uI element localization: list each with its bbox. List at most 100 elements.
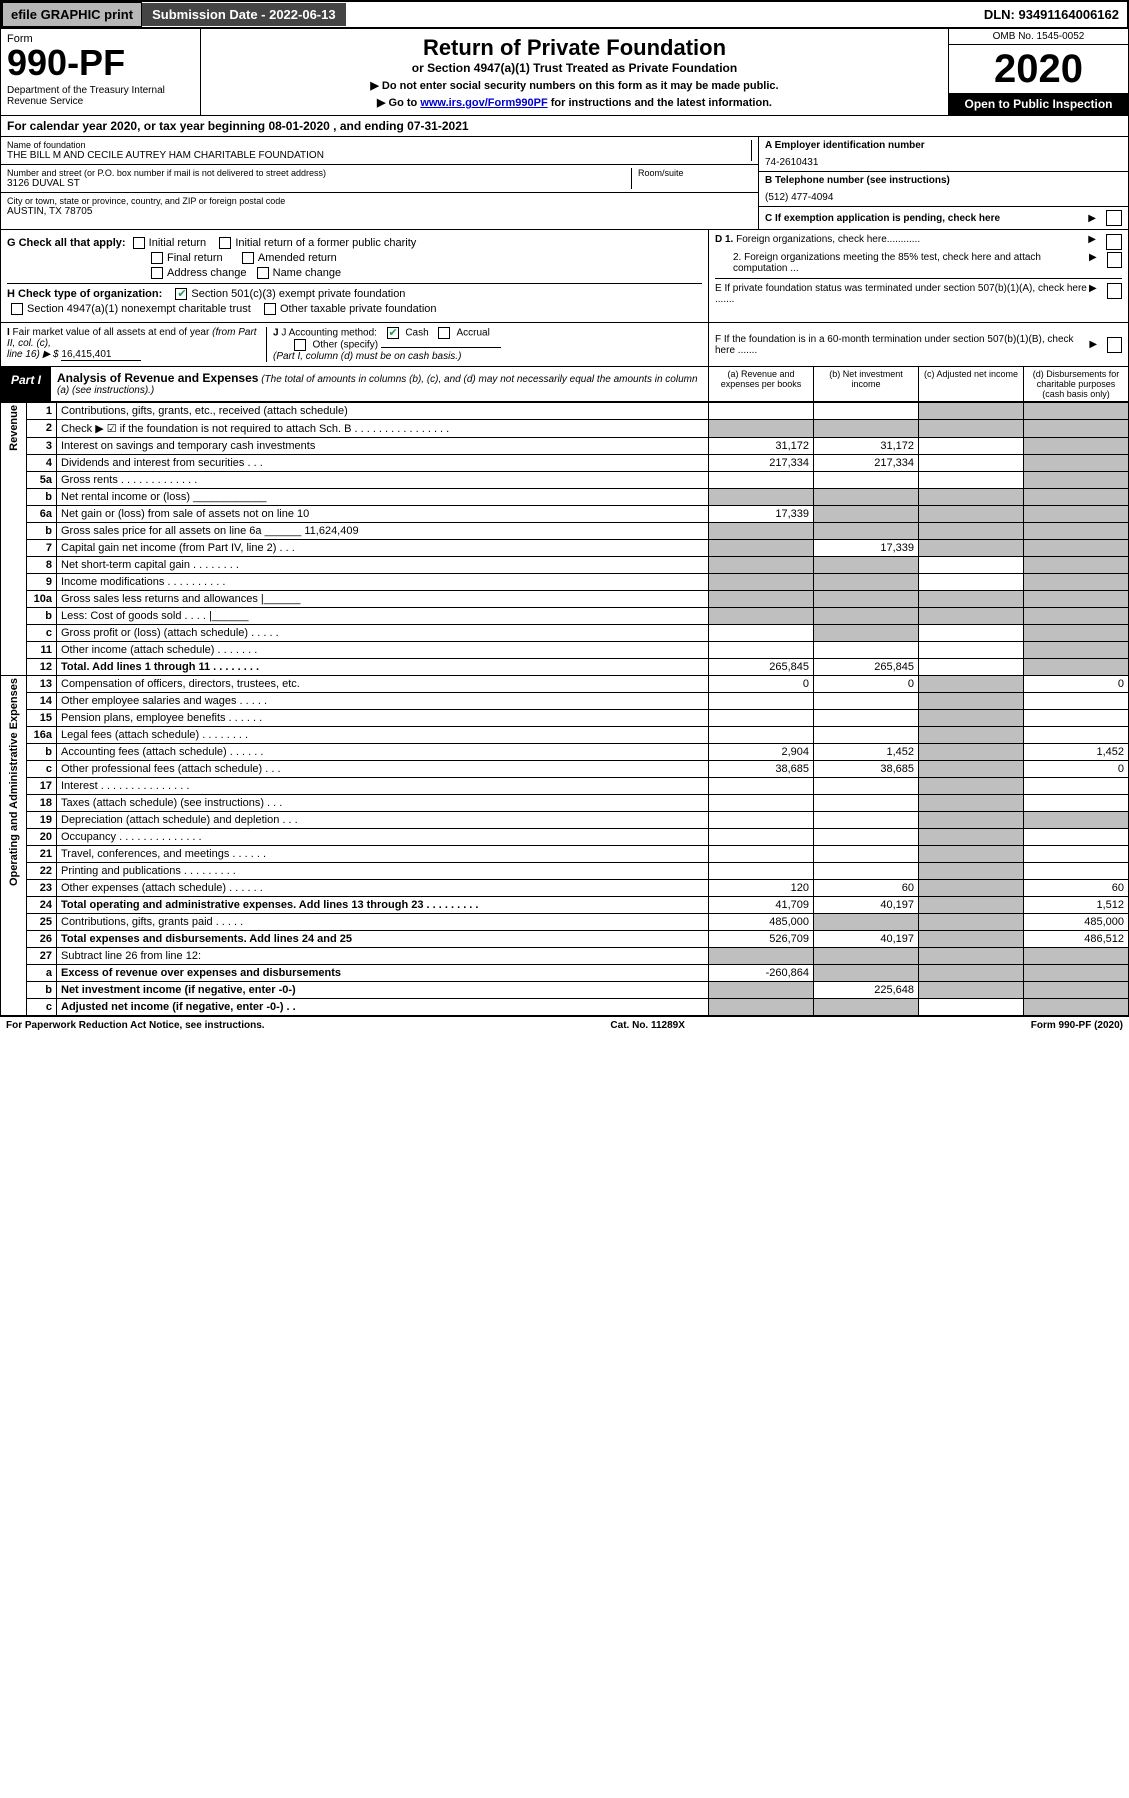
foundation-name: THE BILL M AND CECILE AUTREY HAM CHARITA… — [7, 150, 751, 161]
col-a-header: (a) Revenue and expenses per books — [708, 367, 813, 401]
table-row: 10aGross sales less returns and allowanc… — [1, 591, 1129, 608]
table-row: 8Net short-term capital gain . . . . . .… — [1, 557, 1129, 574]
ijf-row: I Fair market value of all assets at end… — [0, 323, 1129, 367]
efile-print-button[interactable]: efile GRAPHIC print — [2, 2, 142, 27]
j-note: (Part I, column (d) must be on cash basi… — [273, 351, 461, 362]
entity-info: Name of foundation THE BILL M AND CECILE… — [0, 137, 1129, 230]
fmv-value: 16,415,401 — [61, 349, 141, 361]
table-row: bLess: Cost of goods sold . . . . |_____… — [1, 608, 1129, 625]
omb-number: OMB No. 1545-0052 — [949, 29, 1128, 45]
part1-header: Part I Analysis of Revenue and Expenses … — [0, 367, 1129, 402]
table-row: 23Other expenses (attach schedule) . . .… — [1, 880, 1129, 897]
ssn-note: ▶ Do not enter social security numbers o… — [207, 79, 942, 92]
h-other-checkbox[interactable] — [264, 303, 276, 315]
h-501c3-checkbox[interactable] — [175, 288, 187, 300]
city-label: City or town, state or province, country… — [7, 196, 752, 206]
checks-section: G Check all that apply: Initial return I… — [0, 230, 1129, 323]
table-row: bNet rental income or (loss) ___________… — [1, 489, 1129, 506]
submission-date: Submission Date - 2022-06-13 — [142, 3, 346, 26]
table-row: cAdjusted net income (if negative, enter… — [1, 999, 1129, 1016]
j-cash-checkbox[interactable] — [387, 327, 399, 339]
table-row: 9Income modifications . . . . . . . . . … — [1, 574, 1129, 591]
j-accrual-checkbox[interactable] — [438, 327, 450, 339]
revenue-side-label: Revenue — [8, 405, 20, 451]
i-label: I Fair market value of all assets at end… — [7, 327, 257, 349]
street-address: 3126 DUVAL ST — [7, 178, 631, 189]
ein-value: 74-2610431 — [765, 157, 1122, 168]
form-number: 990-PF — [7, 45, 194, 81]
table-row: aExcess of revenue over expenses and dis… — [1, 965, 1129, 982]
table-row: bNet investment income (if negative, ent… — [1, 982, 1129, 999]
table-row: 4Dividends and interest from securities … — [1, 455, 1129, 472]
table-row: 6aNet gain or (loss) from sale of assets… — [1, 506, 1129, 523]
form-title: Return of Private Foundation — [207, 35, 942, 61]
table-row: 25Contributions, gifts, grants paid . . … — [1, 914, 1129, 931]
name-label: Name of foundation — [7, 140, 751, 150]
irs-link[interactable]: www.irs.gov/Form990PF — [420, 97, 547, 109]
part1-tag: Part I — [1, 367, 51, 401]
d2-label: 2. Foreign organizations meeting the 85%… — [715, 252, 1089, 274]
g-row: G Check all that apply: Initial return I… — [7, 237, 702, 249]
f-label: F If the foundation is in a 60-month ter… — [715, 334, 1089, 356]
g-initial-checkbox[interactable] — [133, 237, 145, 249]
table-row: Operating and Administrative Expenses13C… — [1, 676, 1129, 693]
dept-treasury: Department of the Treasury Internal Reve… — [7, 85, 194, 107]
form-subtitle: or Section 4947(a)(1) Trust Treated as P… — [207, 61, 942, 75]
expenses-side-label: Operating and Administrative Expenses — [8, 678, 20, 886]
table-row: 14Other employee salaries and wages . . … — [1, 693, 1129, 710]
table-row: cOther professional fees (attach schedul… — [1, 761, 1129, 778]
table-row: 7Capital gain net income (from Part IV, … — [1, 540, 1129, 557]
col-c-header: (c) Adjusted net income — [918, 367, 1023, 401]
phone-value: (512) 477-4094 — [765, 192, 1122, 203]
city-state-zip: AUSTIN, TX 78705 — [7, 206, 752, 217]
g-name-checkbox[interactable] — [257, 267, 269, 279]
ein-label: A Employer identification number — [765, 140, 1122, 151]
g-initial-public-checkbox[interactable] — [219, 237, 231, 249]
table-row: 11Other income (attach schedule) . . . .… — [1, 642, 1129, 659]
top-toolbar: efile GRAPHIC print Submission Date - 20… — [0, 0, 1129, 29]
part1-table: Revenue1Contributions, gifts, grants, et… — [0, 402, 1129, 1016]
phone-label: B Telephone number (see instructions) — [765, 175, 1122, 186]
table-row: 18Taxes (attach schedule) (see instructi… — [1, 795, 1129, 812]
f-checkbox[interactable] — [1107, 337, 1122, 353]
d2-checkbox[interactable] — [1107, 252, 1122, 268]
table-row: 3Interest on savings and temporary cash … — [1, 438, 1129, 455]
table-row: 15Pension plans, employee benefits . . .… — [1, 710, 1129, 727]
table-row: 16aLegal fees (attach schedule) . . . . … — [1, 727, 1129, 744]
table-row: bGross sales price for all assets on lin… — [1, 523, 1129, 540]
table-row: 22Printing and publications . . . . . . … — [1, 863, 1129, 880]
addr-label: Number and street (or P.O. box number if… — [7, 168, 631, 178]
g-amended-checkbox[interactable] — [242, 252, 254, 264]
g-final-checkbox[interactable] — [151, 252, 163, 264]
table-row: 5aGross rents . . . . . . . . . . . . . — [1, 472, 1129, 489]
paperwork-notice: For Paperwork Reduction Act Notice, see … — [6, 1020, 265, 1031]
form-header: Form 990-PF Department of the Treasury I… — [0, 29, 1129, 116]
tax-year: 2020 — [949, 45, 1128, 93]
col-b-header: (b) Net investment income — [813, 367, 918, 401]
room-label: Room/suite — [638, 168, 752, 178]
goto-note: ▶ Go to www.irs.gov/Form990PF for instru… — [207, 96, 942, 109]
calendar-year-row: For calendar year 2020, or tax year begi… — [0, 116, 1129, 137]
form-footer: Form 990-PF (2020) — [1031, 1020, 1123, 1031]
d1-checkbox[interactable] — [1106, 234, 1122, 250]
g-address-checkbox[interactable] — [151, 267, 163, 279]
col-d-header: (d) Disbursements for charitable purpose… — [1023, 367, 1128, 401]
page-footer: For Paperwork Reduction Act Notice, see … — [0, 1016, 1129, 1034]
table-row: 17Interest . . . . . . . . . . . . . . . — [1, 778, 1129, 795]
table-row: 21Travel, conferences, and meetings . . … — [1, 846, 1129, 863]
h-row: H Check type of organization: Section 50… — [7, 283, 702, 300]
j-other-checkbox[interactable] — [294, 339, 306, 351]
dln: DLN: 93491164006162 — [976, 3, 1127, 26]
c-pending-label: C If exemption application is pending, c… — [765, 213, 1000, 224]
table-row: 24Total operating and administrative exp… — [1, 897, 1129, 914]
table-row: 2Check ▶ ☑ if the foundation is not requ… — [1, 420, 1129, 438]
table-row: Revenue1Contributions, gifts, grants, et… — [1, 403, 1129, 420]
d1-label: D 1. Foreign organizations, check here..… — [715, 234, 920, 250]
c-checkbox[interactable] — [1106, 210, 1122, 226]
e-label: E If private foundation status was termi… — [715, 283, 1089, 305]
table-row: 27Subtract line 26 from line 12: — [1, 948, 1129, 965]
e-checkbox[interactable] — [1107, 283, 1122, 299]
table-row: 19Depreciation (attach schedule) and dep… — [1, 812, 1129, 829]
table-row: cGross profit or (loss) (attach schedule… — [1, 625, 1129, 642]
h-4947-checkbox[interactable] — [11, 303, 23, 315]
